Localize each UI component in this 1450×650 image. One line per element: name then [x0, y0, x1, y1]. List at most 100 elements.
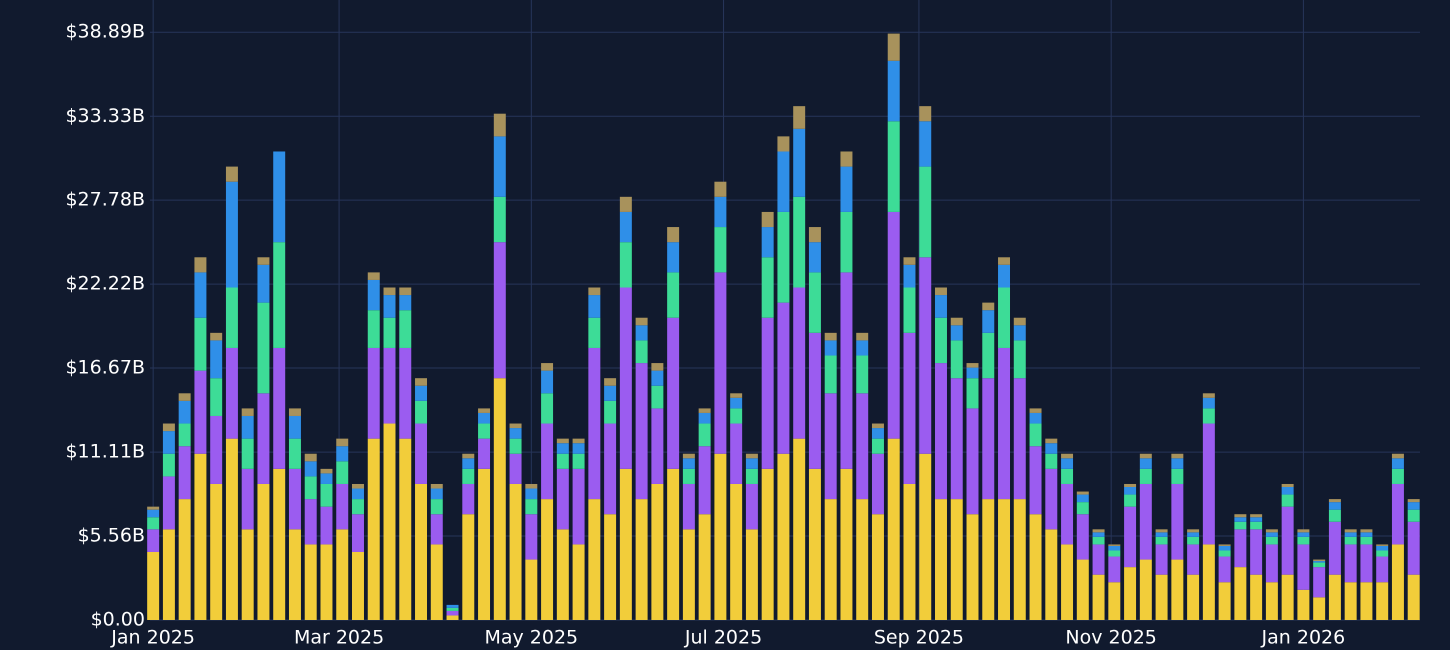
bar-segment: [1265, 582, 1278, 620]
bar-segment: [1139, 483, 1152, 560]
bar-segment: [1328, 521, 1341, 575]
bar-segment: [478, 423, 491, 439]
bar-segment: [1155, 532, 1168, 537]
bar-segment: [288, 529, 301, 620]
bar-segment: [935, 499, 947, 620]
bar-segment: [604, 423, 617, 515]
bar-segment: [367, 310, 380, 348]
x-tick-label: Nov 2025: [1065, 627, 1156, 649]
bar-segment: [352, 499, 364, 515]
bar-segment: [1139, 458, 1152, 469]
bar-segment: [509, 483, 522, 620]
bar-segment: [1376, 556, 1389, 583]
bar-segment: [1187, 574, 1200, 620]
bar-segment: [1218, 550, 1231, 557]
bar-segment: [462, 514, 475, 620]
bar-segment: [1108, 550, 1121, 557]
bar-segment: [730, 483, 743, 620]
bar-segment: [667, 242, 680, 273]
bar-segment: [903, 257, 916, 265]
bar-segment: [383, 295, 396, 318]
bar-segment: [745, 483, 758, 530]
bar-segment: [493, 378, 506, 620]
bar-segment: [1376, 550, 1389, 557]
bar-segment: [604, 378, 617, 386]
bar-segment: [808, 468, 821, 620]
bar-segment: [415, 483, 428, 620]
bar-segment: [241, 438, 254, 469]
bar-segment: [1202, 408, 1215, 424]
bar-segment: [871, 453, 884, 515]
bar-segment: [525, 514, 538, 560]
bar-segment: [210, 378, 223, 416]
bar-segment: [1029, 446, 1042, 515]
bar-segment: [1108, 544, 1121, 546]
bar-segment: [399, 347, 412, 439]
bar-segment: [1407, 499, 1420, 503]
bar-segment: [919, 106, 932, 122]
bar-segment: [698, 514, 711, 620]
bar-segment: [572, 468, 585, 545]
bar-segment: [777, 211, 790, 303]
bar-segment: [667, 227, 680, 243]
bar-segment: [493, 136, 506, 197]
bar-segment: [383, 347, 396, 424]
bar-segment: [1360, 582, 1373, 620]
bar-segment: [1139, 559, 1152, 620]
bar-segment: [178, 400, 191, 424]
bar-segment: [178, 393, 191, 401]
bar-segment: [887, 121, 900, 212]
bar-segment: [430, 483, 443, 489]
bar-segment: [714, 272, 727, 454]
bar-segment: [1076, 514, 1089, 560]
bar-segment: [525, 488, 538, 500]
bar-segment: [1029, 514, 1042, 620]
bar-segment: [194, 453, 207, 620]
bar-segment: [1328, 574, 1341, 620]
bar-segment: [871, 428, 884, 439]
bar-segment: [1391, 468, 1404, 484]
bar-segment: [682, 458, 695, 469]
bar-segment: [147, 551, 160, 620]
bar-segment: [352, 551, 364, 620]
bar-segment: [1313, 561, 1326, 563]
bar-segment: [210, 332, 223, 341]
bar-segment: [1376, 544, 1389, 546]
bar-segment: [777, 151, 790, 212]
bar-segment: [1391, 458, 1404, 469]
bar-segment: [556, 438, 569, 444]
bar-segment: [1218, 544, 1231, 546]
bar-segment: [210, 415, 223, 484]
bar-segment: [1218, 582, 1231, 620]
bar-segment: [935, 295, 947, 318]
bar-segment: [336, 438, 349, 447]
bar-segment: [682, 483, 695, 530]
bar-segment: [257, 393, 270, 484]
bar-segment: [1407, 509, 1420, 522]
x-tick-label: Jan 2025: [110, 627, 195, 649]
bar-segment: [966, 367, 979, 379]
bar-segment: [824, 355, 837, 394]
bar-segment: [430, 499, 443, 515]
bar-segment: [619, 242, 632, 288]
bar-segment: [1281, 494, 1294, 507]
bar-segment: [840, 166, 853, 212]
bar-segment: [903, 287, 916, 333]
bar-segment: [588, 295, 601, 318]
bar-segment: [462, 468, 475, 484]
bar-segment: [1234, 514, 1247, 518]
bar-segment: [194, 257, 207, 273]
bar-segment: [950, 499, 963, 620]
bar-segment: [730, 408, 743, 424]
bar-segment: [462, 453, 475, 459]
bar-segment: [1155, 574, 1168, 620]
bar-segment: [1297, 529, 1310, 533]
bar-segment: [1281, 483, 1294, 488]
bar-segment: [808, 332, 821, 469]
bar-segment: [320, 468, 333, 474]
bar-segment: [604, 385, 617, 401]
bar-segment: [1344, 529, 1357, 533]
bar-segment: [367, 279, 380, 311]
bar-segment: [1045, 453, 1058, 469]
bar-segment: [1045, 438, 1058, 444]
